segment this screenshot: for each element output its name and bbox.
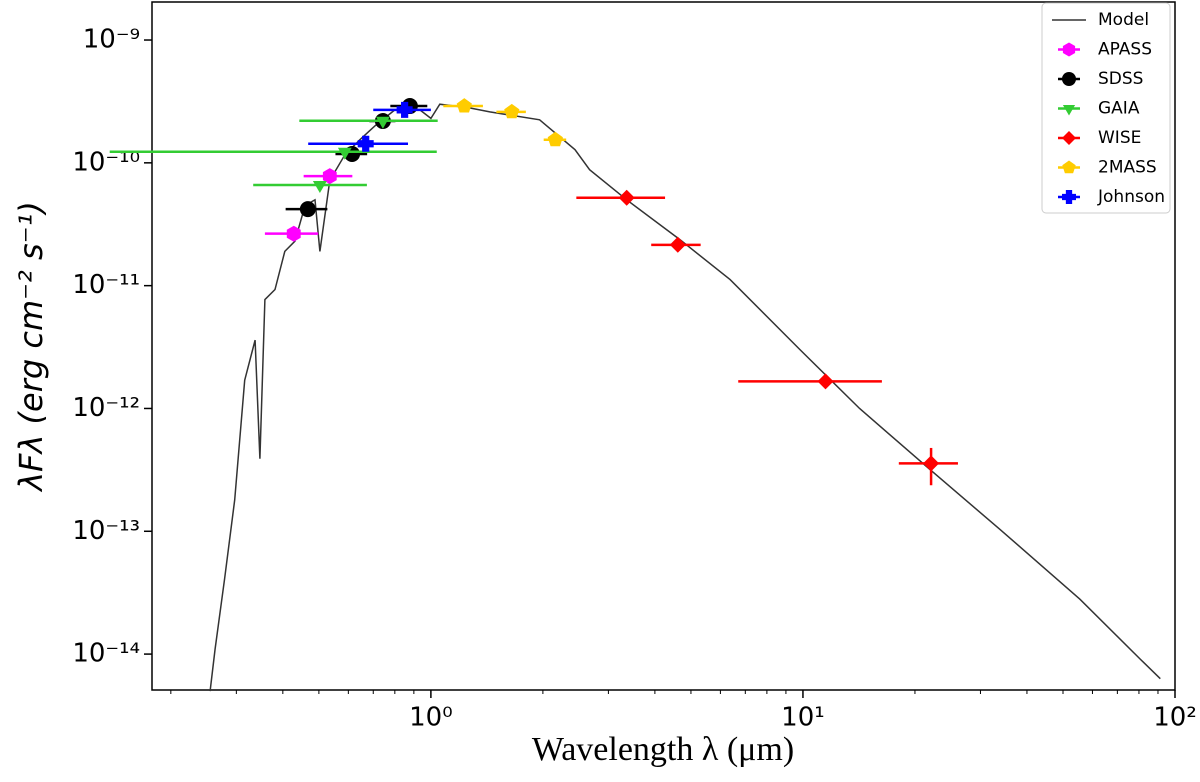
x-tick-label: 10¹ — [781, 703, 825, 733]
y-tick-label: 10⁻⁹ — [83, 25, 140, 55]
legend-label: Model — [1098, 10, 1149, 30]
data-point — [923, 455, 940, 472]
legend-marker — [1062, 160, 1076, 174]
data-point — [817, 373, 834, 390]
y-tick-label: 10⁻¹⁴ — [72, 639, 140, 669]
data-point — [504, 103, 520, 119]
legend-label: APASS — [1098, 40, 1152, 60]
legend-marker — [1062, 190, 1076, 204]
data-point — [547, 131, 563, 147]
data-point — [376, 116, 390, 129]
legend-label: GAIA — [1098, 99, 1140, 119]
legend-label: 2MASS — [1098, 158, 1157, 178]
legend-box — [1041, 2, 1171, 214]
x-axis-label: Wavelength λ (μm) — [532, 731, 794, 768]
data-point — [322, 168, 337, 185]
data-point — [456, 98, 472, 113]
data-point — [286, 225, 301, 242]
x-tick-label: 10² — [1153, 703, 1197, 733]
data-point — [396, 101, 413, 118]
data-point — [357, 135, 374, 152]
legend-label: SDSS — [1098, 69, 1143, 89]
legend-marker — [1062, 131, 1076, 145]
data-point — [618, 189, 635, 206]
data-point — [337, 147, 352, 160]
model-line — [209, 103, 1161, 692]
legend-marker — [1062, 42, 1076, 57]
legend-marker — [1062, 72, 1076, 86]
y-tick-label: 10⁻¹² — [72, 393, 140, 423]
plot-frame — [151, 1, 1176, 691]
data-point — [312, 181, 327, 193]
y-tick-label: 10⁻¹¹ — [72, 270, 140, 300]
data-point — [669, 236, 686, 253]
y-tick-label: 10⁻¹³ — [72, 516, 140, 546]
x-tick-label: 10⁰ — [409, 703, 453, 733]
legend-label: Johnson — [1097, 187, 1165, 207]
legend-label: WISE — [1098, 128, 1141, 148]
data-point — [299, 201, 316, 218]
y-axis-label: λFλ (erg cm⁻² s⁻¹) — [12, 201, 50, 493]
legend-marker — [1062, 105, 1076, 116]
